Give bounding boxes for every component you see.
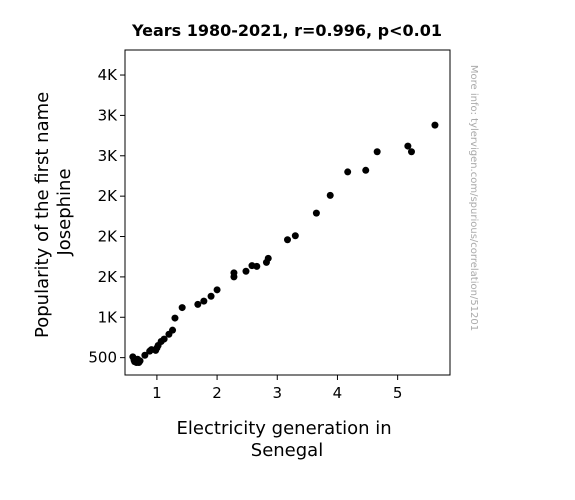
data-point [326,191,334,199]
y-tick-label: 500 [88,349,117,367]
data-point [253,262,261,270]
y-axis-label: Popularity of the first name Josephine [32,86,75,338]
data-point [404,142,412,150]
data-point [134,355,142,363]
data-point [407,148,415,156]
x-axis-label-line-2: Senegal [251,440,323,461]
plot-area: 1 2 3 4 5 500 1K 2K 2K 2K 3K 3K 4K [88,49,451,402]
x-tick-label: 1 [152,384,162,402]
x-tick-label: 3 [272,384,282,402]
data-point [230,269,238,277]
y-tick-label: 1K [98,308,119,326]
data-point [169,326,177,334]
y-tick-label: 2K [98,228,119,246]
y-tick-label: 4K [98,66,119,84]
data-point [291,232,299,240]
x-axis-label-line-1: Electricity generation in [177,418,392,439]
x-tick-label: 5 [393,384,403,402]
y-tick-label: 3K [98,147,119,165]
x-tick-label: 2 [212,384,222,402]
x-axis-ticks: 1 2 3 4 5 [152,375,402,402]
data-point [373,148,381,156]
data-point [141,351,149,359]
data-point [264,254,272,262]
data-point [431,121,439,129]
chart-title: Years 1980-2021, r=0.996, p<0.01 [131,21,442,40]
data-point [194,300,202,308]
data-point [160,335,168,343]
y-axis-ticks: 500 1K 2K 2K 2K 3K 3K 4K [88,66,125,367]
data-point [178,304,186,312]
data-point [362,166,370,174]
data-point [207,292,215,300]
data-points [129,121,439,366]
data-point [213,286,221,294]
y-tick-label: 2K [98,187,119,205]
data-point [171,314,179,322]
x-tick-label: 4 [333,384,343,402]
data-point [200,297,208,305]
y-tick-label: 3K [98,106,119,124]
x-axis-label: Electricity generation in Senegal [177,418,398,461]
data-point [284,236,291,244]
y-axis-label-line-1: Popularity of the first name [32,92,53,338]
y-axis-label-line-2: Josephine [54,168,75,256]
y-tick-label: 2K [98,268,119,286]
data-point [242,267,250,275]
watermark-text: More info: tylervigen.com/spurious/corre… [468,65,479,331]
plot-frame [124,49,451,376]
data-point [312,209,320,217]
data-point [344,168,352,176]
